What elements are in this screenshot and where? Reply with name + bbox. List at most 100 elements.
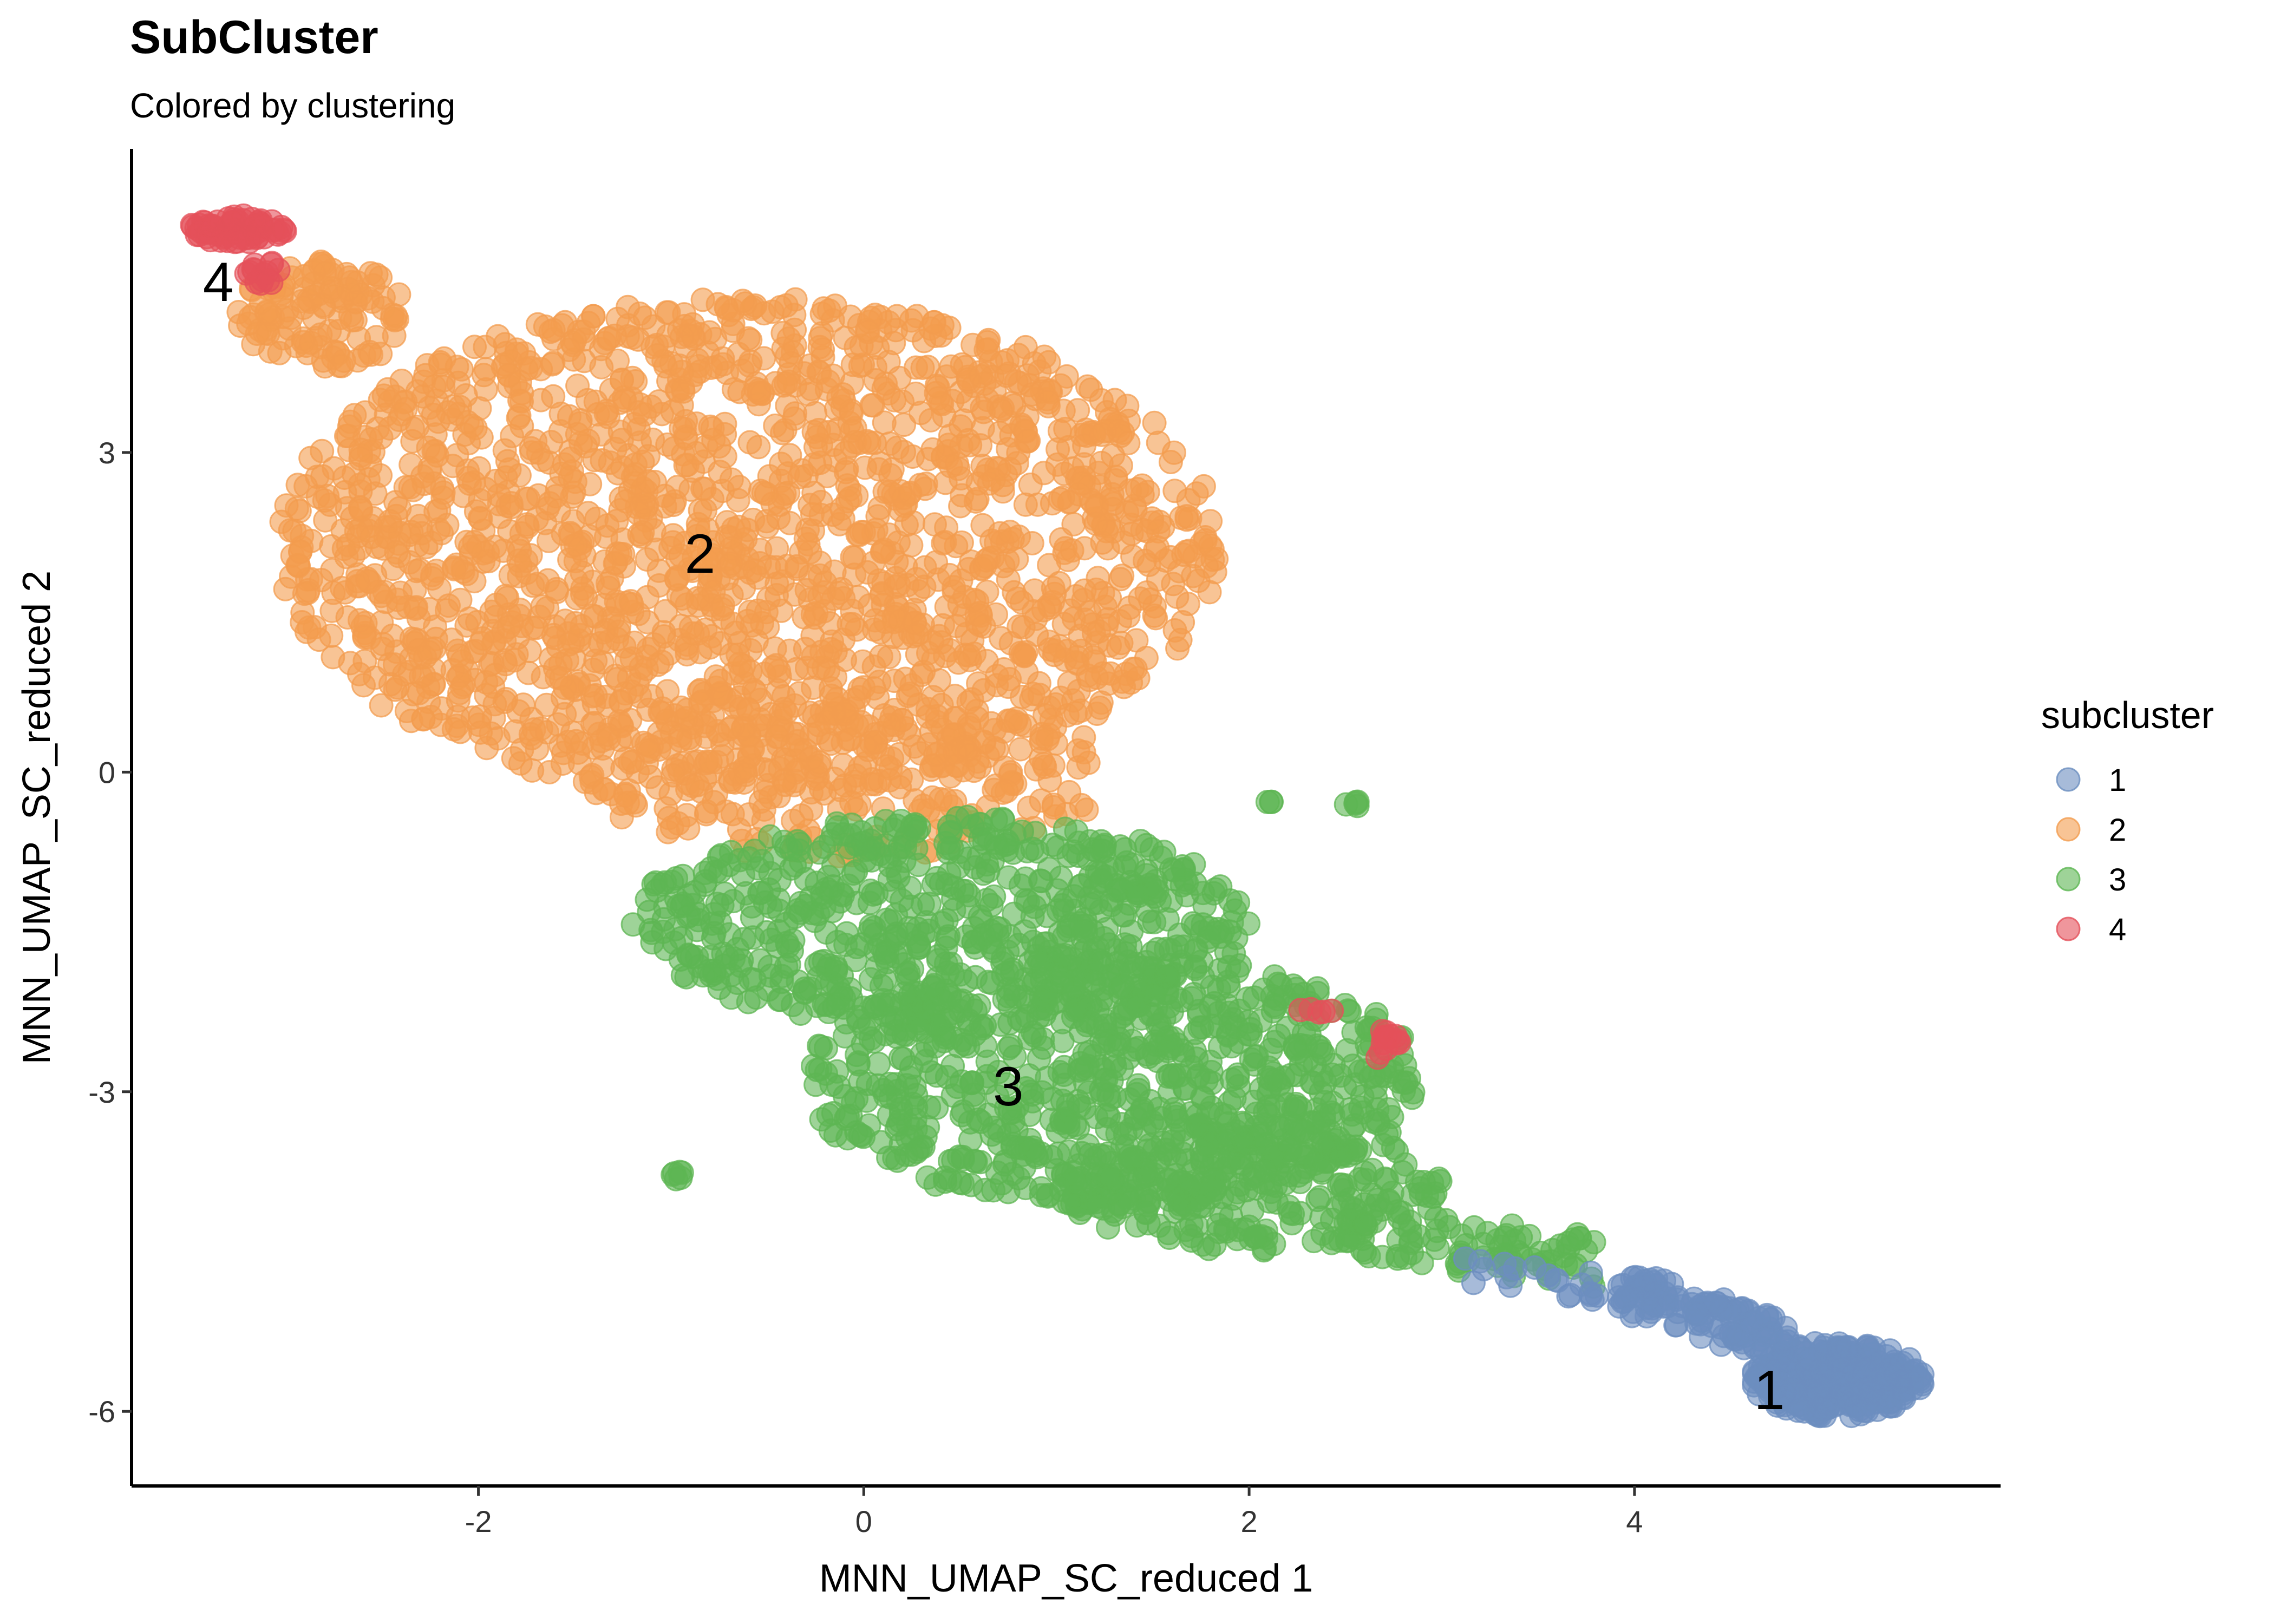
point-subcluster-2 — [351, 673, 376, 698]
point-subcluster-2 — [752, 797, 776, 822]
point-subcluster-2 — [1054, 364, 1079, 389]
point-subcluster-3 — [838, 823, 863, 848]
point-subcluster-3 — [963, 998, 988, 1023]
point-subcluster-3 — [1001, 840, 1025, 865]
point-subcluster-2 — [982, 467, 1006, 492]
point-subcluster-2 — [1106, 635, 1131, 660]
point-subcluster-3 — [1339, 1196, 1364, 1221]
point-subcluster-3 — [1127, 1166, 1151, 1191]
point-subcluster-3 — [1078, 1189, 1103, 1214]
point-subcluster-2 — [1002, 580, 1027, 605]
point-subcluster-2 — [1004, 547, 1029, 572]
point-subcluster-1 — [1620, 1284, 1645, 1308]
point-subcluster-2 — [496, 614, 521, 639]
point-subcluster-2 — [341, 462, 366, 487]
point-subcluster-3 — [1075, 1053, 1100, 1078]
point-subcluster-3 — [1003, 977, 1028, 1002]
point-subcluster-2 — [636, 469, 661, 494]
point-subcluster-3 — [951, 1099, 976, 1124]
point-subcluster-1 — [1718, 1321, 1743, 1346]
point-subcluster-2 — [736, 326, 761, 351]
y-tick-label: -6 — [88, 1394, 115, 1429]
point-subcluster-2 — [257, 302, 282, 326]
point-subcluster-2 — [863, 368, 888, 392]
point-subcluster-3 — [788, 849, 813, 874]
point-subcluster-3 — [1163, 1163, 1188, 1188]
point-subcluster-2 — [997, 520, 1022, 545]
point-subcluster-3 — [900, 813, 925, 838]
point-subcluster-3 — [905, 1017, 930, 1042]
point-subcluster-2 — [1161, 572, 1186, 597]
point-subcluster-3 — [1320, 1090, 1345, 1115]
point-subcluster-2 — [888, 608, 913, 633]
point-subcluster-2 — [658, 781, 683, 806]
point-subcluster-2 — [557, 337, 581, 362]
point-subcluster-3 — [1381, 1135, 1406, 1160]
legend-key-4 — [2056, 916, 2081, 941]
point-subcluster-2 — [799, 377, 824, 402]
point-subcluster-2 — [727, 514, 752, 539]
point-subcluster-2 — [734, 762, 759, 787]
point-subcluster-2 — [561, 509, 585, 534]
point-subcluster-3 — [733, 881, 758, 906]
point-subcluster-3 — [1074, 919, 1099, 944]
point-subcluster-2 — [705, 292, 730, 317]
point-subcluster-2 — [990, 350, 1014, 375]
point-subcluster-2 — [727, 651, 752, 676]
point-subcluster-2 — [944, 613, 969, 638]
point-subcluster-2 — [746, 435, 771, 460]
point-subcluster-2 — [1142, 410, 1167, 435]
y-tick-label: 3 — [99, 436, 115, 470]
point-subcluster-3 — [1278, 1201, 1303, 1226]
point-subcluster-3 — [1050, 970, 1075, 995]
point-subcluster-2 — [721, 377, 746, 402]
point-subcluster-2 — [636, 444, 661, 469]
point-subcluster-3 — [821, 853, 846, 878]
point-subcluster-2 — [931, 531, 956, 556]
point-subcluster-2 — [920, 437, 945, 462]
point-subcluster-2 — [589, 355, 614, 379]
point-subcluster-1 — [1556, 1284, 1581, 1309]
point-subcluster-3 — [1170, 854, 1195, 879]
point-subcluster-2 — [561, 480, 586, 505]
point-subcluster-2 — [877, 645, 901, 670]
point-subcluster-3 — [858, 967, 883, 992]
point-subcluster-2 — [398, 475, 423, 500]
point-subcluster-3 — [942, 875, 966, 900]
point-subcluster-2 — [626, 400, 651, 425]
point-subcluster-2 — [1143, 538, 1168, 563]
point-subcluster-2 — [453, 383, 478, 408]
point-subcluster-3 — [1285, 1039, 1310, 1064]
point-subcluster-3 — [1185, 1065, 1210, 1090]
point-subcluster-3 — [1308, 1185, 1332, 1210]
point-subcluster-3 — [862, 816, 887, 841]
point-subcluster-2 — [312, 488, 337, 513]
point-subcluster-2 — [877, 522, 901, 547]
point-subcluster-2 — [293, 474, 318, 499]
point-subcluster-3 — [1155, 1039, 1180, 1064]
point-subcluster-2 — [632, 305, 657, 330]
point-subcluster-2 — [448, 719, 473, 744]
point-subcluster-3 — [1428, 1169, 1453, 1194]
point-subcluster-2 — [975, 330, 1000, 355]
point-subcluster-3 — [1271, 1065, 1296, 1090]
point-subcluster-3 — [1049, 1108, 1074, 1132]
point-subcluster-2 — [698, 749, 723, 774]
point-subcluster-3 — [1360, 1157, 1384, 1182]
point-subcluster-2 — [833, 702, 858, 726]
point-subcluster-3 — [1093, 1008, 1118, 1033]
point-subcluster-2 — [821, 363, 846, 388]
point-subcluster-2 — [730, 289, 755, 313]
point-subcluster-2 — [674, 426, 699, 451]
point-subcluster-3 — [985, 1160, 1010, 1185]
point-subcluster-2 — [312, 261, 337, 286]
point-subcluster-1 — [1808, 1373, 1833, 1398]
cluster-label-4: 4 — [203, 251, 234, 313]
point-subcluster-2 — [1186, 568, 1211, 593]
point-subcluster-2 — [1102, 388, 1127, 412]
point-subcluster-3 — [1348, 1138, 1373, 1163]
point-subcluster-3 — [1409, 1250, 1434, 1275]
point-subcluster-2 — [726, 488, 750, 513]
legend-title: subcluster — [2041, 694, 2214, 736]
point-subcluster-2 — [299, 330, 323, 355]
